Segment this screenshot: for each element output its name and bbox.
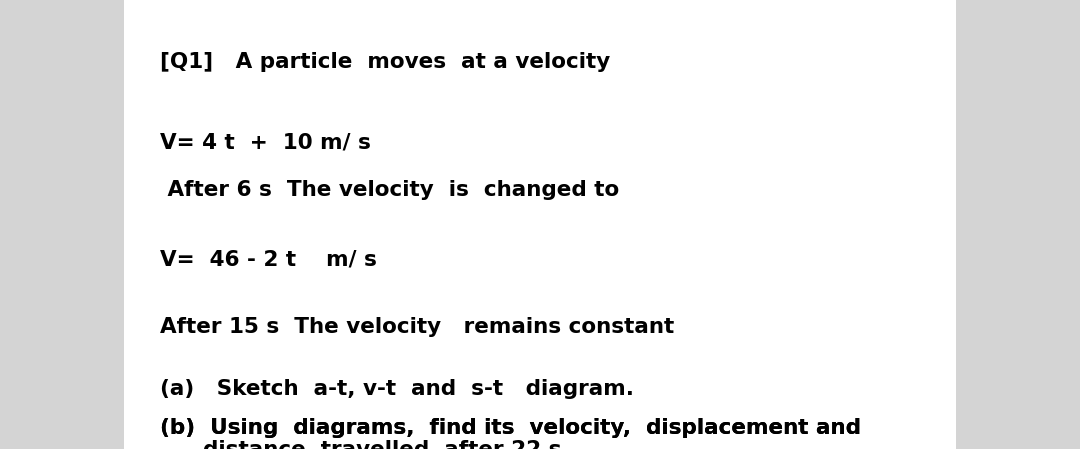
Text: V=  46 - 2 t    m/ s: V= 46 - 2 t m/ s (160, 249, 377, 269)
Text: (b)  Using  diagrams,  find its  velocity,  displacement and: (b) Using diagrams, find its velocity, d… (160, 418, 861, 438)
Text: After 6 s  The velocity  is  changed to: After 6 s The velocity is changed to (160, 180, 619, 200)
Text: (b)  Using  diagrams,  find its  velocity,  displacement and: (b) Using diagrams, find its velocity, d… (160, 418, 861, 438)
Text: [Q1]   A particle  moves  at a velocity: [Q1] A particle moves at a velocity (160, 52, 610, 72)
Text: V= 4 t  +  10 m/ s: V= 4 t + 10 m/ s (160, 132, 370, 153)
Text: distance  travelled  after 22 s.: distance travelled after 22 s. (203, 440, 570, 449)
Text: (a)   Sketch  a-t, v-t  and  s-t   diagram.: (a) Sketch a-t, v-t and s-t diagram. (160, 379, 634, 400)
Text: After 15 s  The velocity   remains constant: After 15 s The velocity remains constant (160, 317, 674, 337)
